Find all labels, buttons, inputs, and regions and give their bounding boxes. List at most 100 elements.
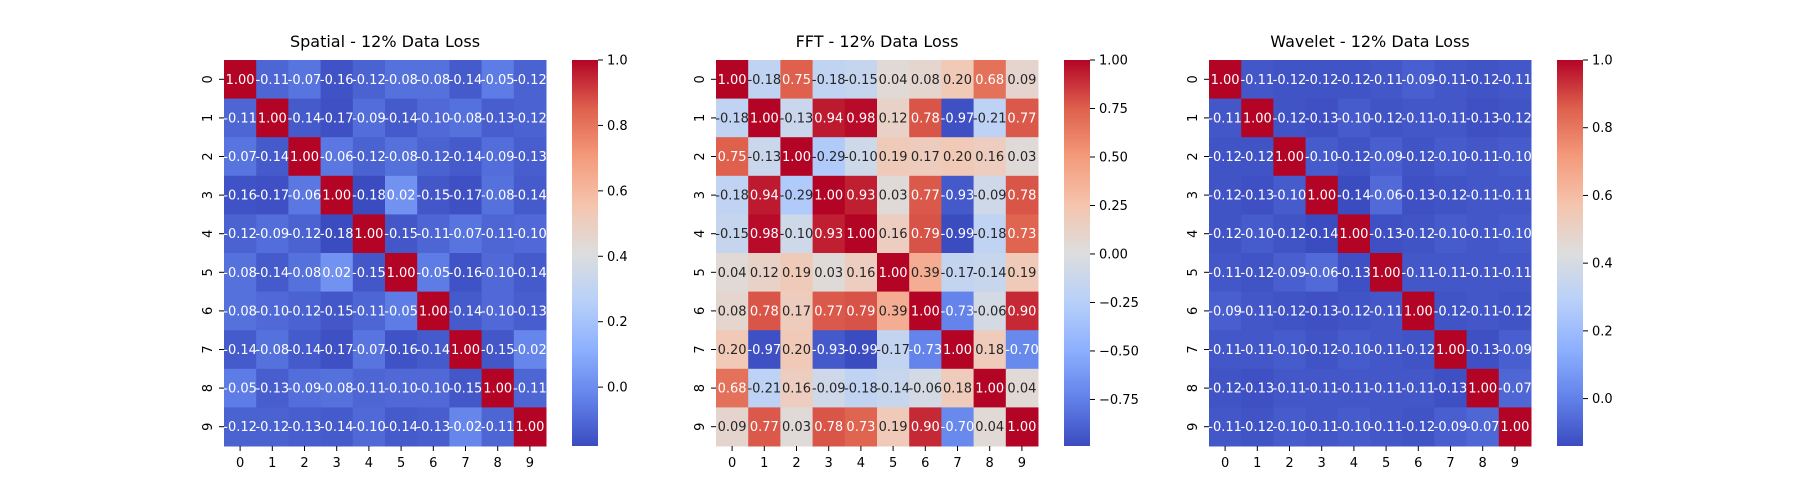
cell-label: -0.11 — [1498, 189, 1532, 204]
cell-label: -0.97 — [747, 343, 781, 358]
heatmap-cell — [1209, 175, 1242, 215]
x-tick-label: 8 — [494, 456, 502, 471]
heatmap-cell — [1498, 98, 1532, 138]
cell-label: 1.00 — [322, 189, 351, 204]
cell-label: -0.15 — [320, 304, 354, 319]
heatmap-cell — [1241, 137, 1274, 177]
heatmap-cell — [1370, 368, 1403, 408]
cell-label: 1.00 — [515, 420, 544, 435]
heatmap-cell — [288, 137, 322, 177]
cell-label: 0.90 — [1007, 304, 1036, 319]
heatmap-cell — [1337, 253, 1371, 293]
heatmap-cell — [449, 60, 483, 100]
cell-label: 1.00 — [1275, 150, 1304, 165]
cell-label: 0.73 — [846, 420, 875, 435]
heatmap-cell — [812, 137, 846, 177]
cell-label: -0.13 — [1369, 227, 1403, 242]
cell-label: -0.11 — [1466, 266, 1500, 281]
chart-title: FFT - 12% Data Loss — [796, 32, 959, 51]
heatmap-cell — [877, 253, 910, 293]
heatmap-cell — [1402, 368, 1435, 408]
cell-label: -0.13 — [416, 420, 450, 435]
heatmap-cell — [1498, 175, 1532, 215]
heatmap-cell — [256, 368, 289, 408]
heatmap-cell — [1305, 368, 1339, 408]
cell-label: 0.20 — [943, 73, 972, 88]
heatmap-cell — [513, 330, 547, 370]
heatmap-cell — [1498, 137, 1532, 177]
cell-label: -0.08 — [384, 150, 418, 165]
heatmap-cell — [1402, 407, 1435, 447]
heatmap-cell — [1434, 407, 1468, 447]
cell-label: -0.10 — [1337, 111, 1371, 126]
cell-label: -0.11 — [1369, 420, 1403, 435]
y-tick-label: 4 — [201, 230, 216, 238]
cell-label: -0.11 — [1401, 111, 1435, 126]
heatmap-cell — [909, 60, 942, 100]
heatmap-cell — [844, 137, 878, 177]
heatmap-cell — [1466, 253, 1500, 293]
cell-label: -0.12 — [255, 420, 289, 435]
heatmap-cell — [1241, 214, 1274, 254]
heatmap-cell — [716, 253, 749, 293]
heatmap-cell — [320, 137, 354, 177]
cell-label: -0.13 — [288, 420, 322, 435]
cell-label: -0.29 — [812, 150, 846, 165]
cell-label: -0.11 — [1369, 382, 1403, 397]
cell-label: 0.03 — [879, 189, 908, 204]
cell-label: -0.11 — [481, 420, 515, 435]
heatmap-cell — [320, 368, 354, 408]
heatmap-cell — [256, 291, 289, 331]
heatmap-cell — [224, 98, 257, 138]
heatmap-cell — [1273, 253, 1307, 293]
y-tick-label: 6 — [693, 307, 708, 315]
x-tick-label: 0 — [1221, 456, 1229, 471]
heatmap-cell — [844, 98, 878, 138]
cell-label: -0.14 — [449, 73, 483, 88]
cell-label: -0.93 — [812, 343, 846, 358]
heatmap-cell — [812, 407, 846, 447]
heatmap-cell — [1434, 253, 1468, 293]
cell-label: -0.06 — [1305, 266, 1339, 281]
cell-label: -0.11 — [1434, 266, 1468, 281]
cell-label: -0.12 — [1240, 150, 1274, 165]
cell-label: -0.11 — [1240, 343, 1274, 358]
cell-label: -0.11 — [352, 304, 386, 319]
heatmap-cell — [417, 253, 450, 293]
heatmap-cell — [1466, 214, 1500, 254]
cell-label: -0.11 — [1466, 189, 1500, 204]
heatmap-cell — [1241, 291, 1274, 331]
cell-label: -0.08 — [223, 304, 257, 319]
heatmap-cell — [1305, 175, 1339, 215]
heatmap-cell — [877, 137, 910, 177]
heatmap-cell — [1305, 407, 1339, 447]
heatmap-cell — [844, 407, 878, 447]
heatmap-cell — [449, 214, 483, 254]
cell-label: -0.11 — [1369, 304, 1403, 319]
heatmap-cell — [449, 175, 483, 215]
cell-label: -0.13 — [1466, 343, 1500, 358]
heatmap-cell — [909, 291, 942, 331]
x-tick-label: 5 — [889, 456, 897, 471]
cell-label: -0.13 — [1466, 111, 1500, 126]
heatmap-cell — [1370, 60, 1403, 100]
heatmap-cell — [1337, 60, 1371, 100]
x-tick-label: 1 — [760, 456, 768, 471]
heatmap-cell — [1370, 137, 1403, 177]
heatmap-cell — [385, 330, 418, 370]
cell-label: -0.14 — [288, 111, 322, 126]
cell-label: -0.10 — [1498, 227, 1532, 242]
cell-label: -0.10 — [1337, 420, 1371, 435]
heatmap-cell — [320, 98, 354, 138]
cell-label: -0.17 — [449, 189, 483, 204]
y-tick-label: 0 — [201, 75, 216, 83]
cell-label: -0.08 — [384, 73, 418, 88]
cell-label: -0.18 — [715, 189, 749, 204]
cell-label: 0.19 — [782, 266, 811, 281]
heatmap-cell — [748, 330, 781, 370]
heatmap-cell — [320, 60, 354, 100]
cell-label: -0.11 — [1369, 73, 1403, 88]
cell-label: -0.12 — [223, 420, 257, 435]
colorbar-tick-label: 0.8 — [1592, 121, 1613, 136]
